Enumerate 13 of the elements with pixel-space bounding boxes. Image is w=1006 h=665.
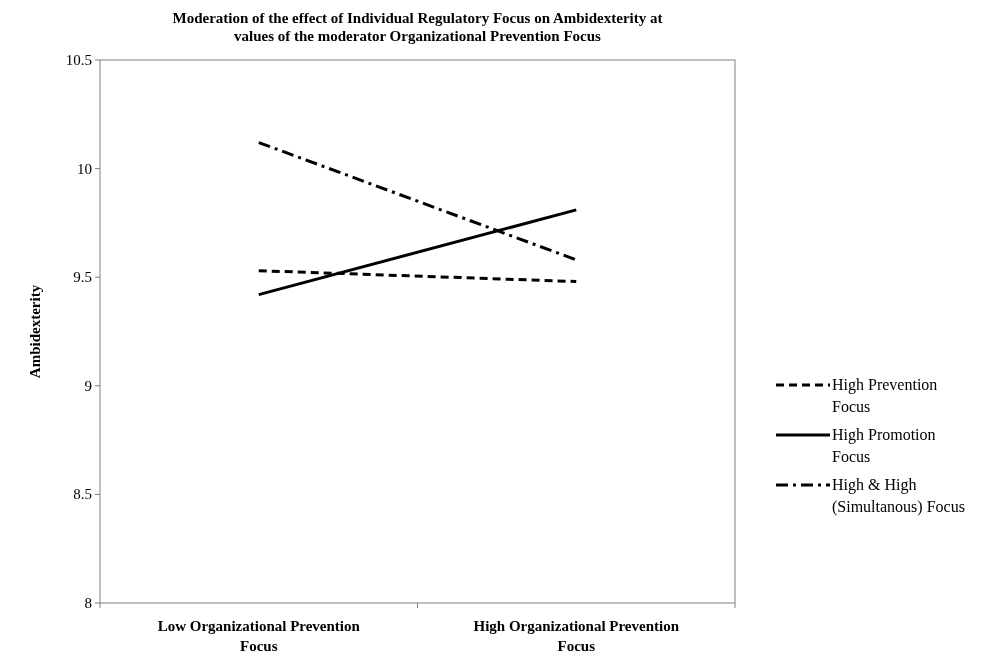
x-tick-label: High Organizational Prevention Focus <box>473 618 680 654</box>
y-tick-label: 8.5 <box>73 486 92 503</box>
legend-label: High Prevention Focus <box>832 376 938 415</box>
y-tick-label: 8 <box>84 595 92 611</box>
legend-label: High & High (Simultanous) Focus <box>832 476 965 516</box>
y-tick-label: 10.5 <box>65 52 92 68</box>
y-tick-label: 9 <box>84 377 92 394</box>
legend-label: High Promotion Focus <box>832 426 936 465</box>
chart-title: Moderation of the effect of Individual Regulatory Focus on Ambidexterity at values of the moderator Organizational Prevention Focus <box>172 10 663 44</box>
y-tick-label: 10 <box>77 160 92 177</box>
y-tick-label: 9.5 <box>73 269 92 286</box>
y-axis-title: Ambidexterity <box>27 284 43 379</box>
x-tick-label: Low Organizational Prevention Focus <box>157 618 361 654</box>
